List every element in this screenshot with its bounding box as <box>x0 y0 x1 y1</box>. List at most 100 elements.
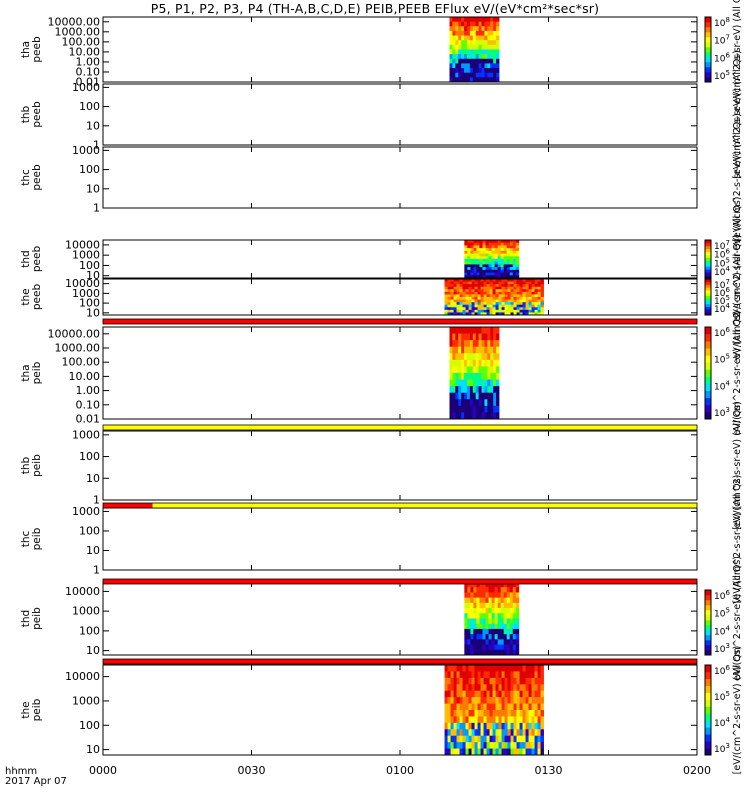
spectrogram-cell-thd_peib <box>506 597 511 604</box>
spectrogram-cell-thd_peeb <box>515 250 520 254</box>
spectrogram-cell-the_peeb <box>459 294 463 298</box>
spectrogram-cell-the_peib <box>498 677 502 685</box>
spectrogram-cell-the_peib <box>513 677 517 685</box>
spectrogram-cell-the_peeb <box>489 307 493 311</box>
spectrogram-cell-thd_peeb <box>476 267 480 271</box>
spectrogram-cell-thd_peib <box>503 592 508 599</box>
spectrogram-cell-the_peib <box>480 735 484 743</box>
spectrogram-cell-tha_peib <box>490 327 494 334</box>
spectrogram-cell-the_peib <box>486 729 490 737</box>
spectrogram-cell-tha_peib <box>461 359 465 367</box>
spectrogram-cell-tha_peib <box>458 405 462 413</box>
spectrogram-cell-the_peeb <box>489 279 493 282</box>
spectrogram-cell-tha_peeb <box>475 21 480 27</box>
spectrogram-cell-thd_peeb <box>473 269 477 273</box>
spectrogram-cell-thd_peib <box>488 644 492 651</box>
spectrogram-cell-the_peeb <box>480 284 484 288</box>
spectrogram-cell-the_peib <box>501 665 505 672</box>
spectrogram-cell-thd_peib <box>485 592 489 599</box>
spectrogram-cell-the_peib <box>513 735 517 743</box>
colorbar-swatch <box>705 27 711 33</box>
spectrogram-cell-the_peib <box>540 742 544 749</box>
spectrogram-cell-thd_peib <box>482 639 486 645</box>
spectrogram-cell-thd_peib <box>506 639 511 645</box>
spectrogram-cell-the_peib <box>540 735 544 743</box>
spectrogram-cell-tha_peeb <box>493 58 497 64</box>
spectrogram-cell-the_peib <box>489 690 493 698</box>
spectrogram-cell-the_peeb <box>513 297 517 300</box>
spectrogram-cell-thd_peeb <box>497 269 502 273</box>
spectrogram-cell-tha_peib <box>469 327 474 334</box>
spectrogram-cell-the_peeb <box>501 286 505 290</box>
spectrogram-cell-thd_peib <box>503 623 508 630</box>
spectrogram-cell-thd_peeb <box>482 264 486 268</box>
spectrogram-cell-tha_peib <box>461 340 465 348</box>
spectrogram-cell-thd_peeb <box>503 275 508 279</box>
spectrogram-cell-the_peeb <box>495 304 499 308</box>
spectrogram-cell-the_peib <box>447 677 451 685</box>
spectrogram-cell-thd_peib <box>479 628 483 635</box>
spectrogram-cell-the_peeb <box>456 284 460 288</box>
spectrogram-cell-the_peeb <box>465 294 469 298</box>
colorbar-frame-thd_peib <box>704 589 712 656</box>
spectrogram-cell-thd_peeb <box>500 250 505 254</box>
spectrogram-cell-the_peib <box>534 703 538 711</box>
spectrogram-cell-the_peib <box>501 729 505 737</box>
spectrogram-cell-tha_peib <box>469 340 474 348</box>
spectrogram-cell-thd_peib <box>512 628 517 635</box>
spectrogram-cell-the_peib <box>480 684 484 692</box>
spectrogram-cell-tha_peib <box>475 412 480 420</box>
spectrogram-cell-the_peib <box>492 729 496 737</box>
spectrogram-cell-tha_peeb <box>455 49 459 55</box>
spectrogram-cell-thd_peeb <box>506 253 511 257</box>
colorbar-swatch <box>705 630 711 636</box>
spectrogram-cell-the_peib <box>447 703 451 711</box>
spectrogram-cell-thd_peeb <box>500 272 505 276</box>
colorbar-tick-exponent: 4 <box>725 302 730 310</box>
colorbar-swatch <box>705 254 711 258</box>
spectrogram-cell-the_peeb <box>537 281 541 285</box>
y-tick-label: 1000 <box>72 505 100 518</box>
spectrogram-cell-the_peeb <box>483 286 487 290</box>
spectrogram-cell-thd_peeb <box>488 269 492 273</box>
spectrogram-cell-thd_peeb <box>494 272 499 276</box>
spectrogram-cell-the_peeb <box>489 302 493 306</box>
spectrogram-cell-thd_peib <box>476 597 480 604</box>
spectrogram-cell-thd_peeb <box>479 269 483 273</box>
spectrogram-cell-the_peeb <box>471 279 475 282</box>
spectrogram-cell-tha_peib <box>481 340 485 348</box>
spectrogram-cell-tha_peeb <box>481 40 485 46</box>
spectrogram-cell-the_peib <box>507 697 511 704</box>
flag-bar-frame <box>102 502 698 509</box>
spectrogram-cell-the_peib <box>540 684 544 692</box>
spectrogram-cell-the_peib <box>492 748 496 756</box>
spectrogram-cell-the_peeb <box>525 291 529 295</box>
colorbar-swatch <box>705 240 711 244</box>
spectrogram-cell-the_peib <box>525 735 529 743</box>
spectrogram-cell-thd_peib <box>482 618 486 625</box>
spectrogram-cell-tha_peib <box>487 333 491 341</box>
spectrogram-cell-thd_peeb <box>464 253 468 257</box>
spectrogram-cell-thd_peib <box>494 644 499 651</box>
colorbar-swatch <box>705 734 711 742</box>
spectrogram-cell-the_peib <box>495 703 499 711</box>
colorbar-swatch <box>705 266 711 270</box>
y-tick-label: 10000.00 <box>48 15 101 28</box>
spectrogram-cell-tha_peib <box>493 366 497 374</box>
spectrogram-cell-tha_peeb <box>490 17 494 23</box>
spectrogram-cell-tha_peeb <box>487 54 491 60</box>
spectrogram-cell-the_peib <box>519 684 523 692</box>
spectrogram-cell-tha_peeb <box>449 58 453 64</box>
spectrogram-cell-tha_peib <box>496 412 500 420</box>
spectrogram-cell-the_peib <box>534 677 538 685</box>
spectrogram-cell-tha_peeb <box>452 68 456 74</box>
colorbar-swatch <box>705 376 711 384</box>
spectrogram-cell-thd_peib <box>485 628 489 635</box>
y-tick-label: 1000 <box>72 249 100 262</box>
spectrogram-cell-the_peeb <box>471 289 475 293</box>
spectrogram-cell-thd_peib <box>491 592 495 599</box>
spectrogram-cell-the_peeb <box>465 284 469 288</box>
spectrogram-cell-the_peib <box>450 710 454 717</box>
spectrogram-cell-the_peeb <box>492 279 496 282</box>
spectrogram-cell-the_peib <box>456 748 460 756</box>
